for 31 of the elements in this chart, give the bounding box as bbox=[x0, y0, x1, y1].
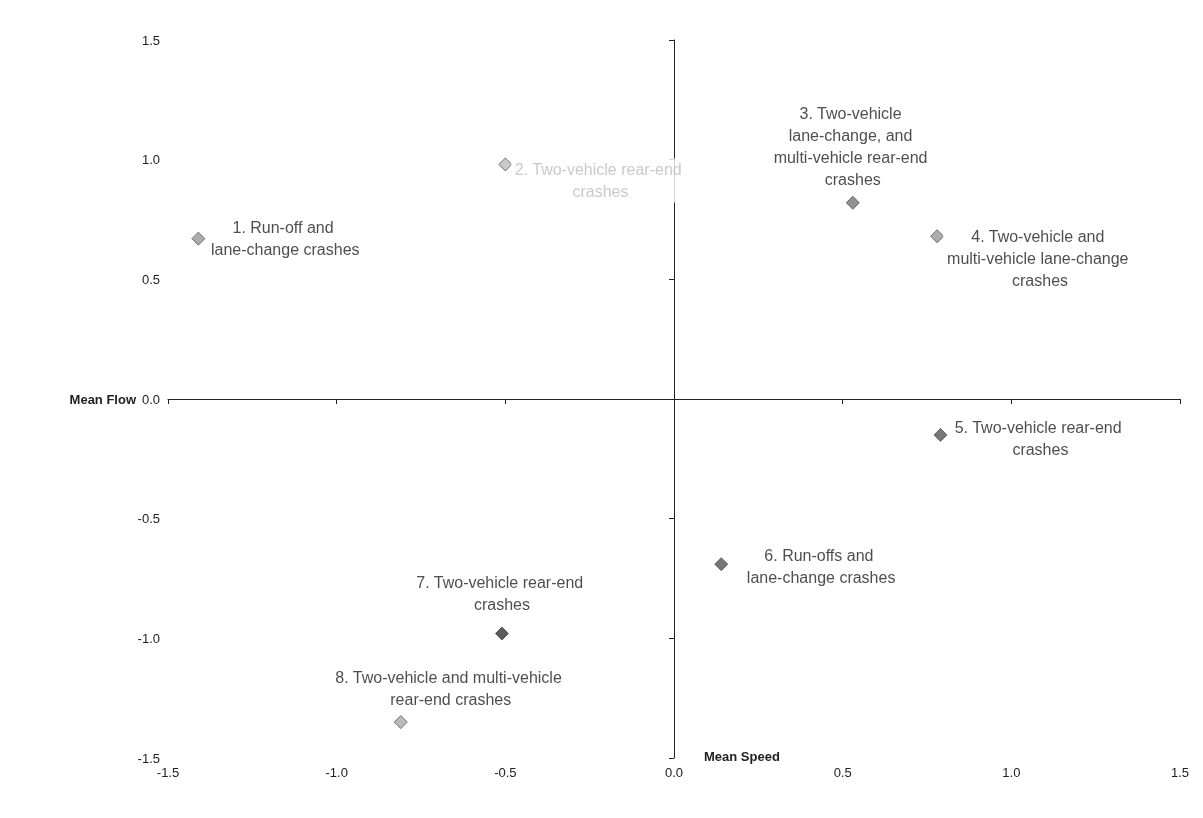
y-tick-label: 0.5 bbox=[141, 271, 160, 287]
point bbox=[498, 157, 513, 172]
x-tick-label: -1.5 bbox=[156, 765, 180, 780]
point bbox=[845, 195, 860, 210]
y-tick-label: 1.5 bbox=[141, 32, 160, 48]
x-tick-label: -0.5 bbox=[494, 765, 517, 780]
x-tick-label: 0.0 bbox=[664, 765, 684, 780]
x-tick-label: -1.0 bbox=[325, 765, 348, 780]
y-tick-label: 0.0 bbox=[141, 391, 160, 407]
text: 7. Two-vehicle rear-end crashes bbox=[416, 574, 588, 614]
point bbox=[930, 229, 945, 244]
y-tick-label: -1.5 bbox=[137, 750, 160, 766]
series-label: 6. Run-offs and lane-change crashes bbox=[746, 546, 896, 586]
point bbox=[933, 428, 948, 442]
text: 8. Two-vehicle and multi-vehicle rear-end crashes bbox=[335, 668, 567, 708]
x-axis-title: Mean Flow bbox=[69, 391, 137, 407]
x-tick-label: 1.5 bbox=[1170, 765, 1190, 780]
series-label: 4. Two-vehicle and multi-vehicle lane-change crashes bbox=[947, 227, 1133, 289]
point bbox=[393, 715, 408, 729]
y-tick-label: -1.0 bbox=[137, 630, 160, 646]
y-tick-label: -0.5 bbox=[137, 511, 160, 527]
series-label: 5. Two-vehicle rear-end crashes bbox=[954, 419, 1127, 459]
point bbox=[714, 557, 729, 572]
point bbox=[495, 626, 509, 641]
series-label: 1. Run-off and lane-change crashes bbox=[210, 219, 360, 259]
x-tick-label: 1.0 bbox=[1002, 765, 1021, 780]
x-tick-label: 0.5 bbox=[833, 765, 852, 780]
y-tick-label: 1.0 bbox=[141, 152, 160, 168]
point bbox=[191, 231, 206, 246]
y-axis-title: Mean Speed bbox=[704, 749, 780, 764]
text: 3. Two-vehicle lane-change, and multi-vehicle rear-end crashes bbox=[773, 105, 932, 189]
